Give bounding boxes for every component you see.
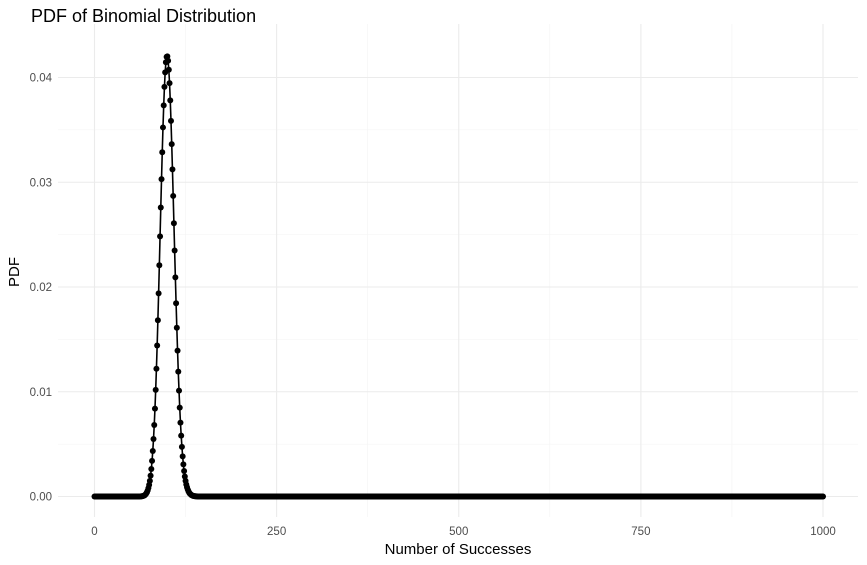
data-point [179,453,186,460]
data-point [154,317,161,324]
data-point [169,166,176,173]
data-point [156,262,163,269]
y-axis-tick-labels: 0.00 0.01 0.02 0.03 0.04 [30,73,53,504]
data-point [168,141,175,148]
data-point [147,472,154,479]
data-point [167,97,174,104]
data-point [170,220,177,227]
data-point [172,274,179,281]
x-axis-title: Number of Successes [385,541,532,558]
y-axis-title: PDF [6,257,23,287]
data-point [178,432,185,439]
data-point [171,247,178,254]
x-tick-label: 500 [449,526,468,538]
grid [58,24,858,517]
x-tick-label: 1000 [810,526,836,538]
series-points [91,53,826,500]
chart-title: PDF of Binomial Distribution [31,6,256,26]
data-point [176,387,183,394]
data-point [151,421,158,428]
data-point [149,447,156,454]
data-point [146,477,153,484]
data-point [159,124,166,131]
y-tick-label: 0.04 [30,73,53,85]
data-point [154,342,161,349]
data-point [820,493,826,500]
data-point [167,117,174,124]
data-point [155,290,162,297]
data-point [160,102,167,109]
data-point [174,347,181,354]
data-point [150,436,157,443]
data-point [165,66,172,73]
data-point [158,176,165,183]
data-point [170,192,177,199]
data-point [173,300,180,307]
data-point [178,443,185,450]
data-point [149,457,156,464]
data-point [175,368,182,375]
data-point [157,204,164,211]
y-tick-label: 0.02 [30,282,52,294]
x-axis-tick-labels: 0 250 500 750 1000 [91,526,836,538]
data-point [152,386,159,393]
y-tick-label: 0.00 [30,492,52,504]
data-point [151,405,158,412]
data-point [181,468,188,475]
data-point [181,473,188,480]
data-point [161,83,168,90]
data-point [148,466,155,473]
data-point [180,461,187,468]
x-tick-label: 750 [631,526,650,538]
data-point [177,419,184,426]
data-point [159,149,166,156]
x-tick-label: 250 [267,526,286,538]
data-point [173,324,180,331]
y-tick-label: 0.03 [30,177,52,189]
data-point [153,365,160,372]
data-point [157,233,164,240]
x-tick-label: 0 [91,526,97,538]
data-point [166,80,173,87]
data-point [176,404,183,411]
data-point [165,57,172,64]
y-tick-label: 0.01 [30,387,52,399]
